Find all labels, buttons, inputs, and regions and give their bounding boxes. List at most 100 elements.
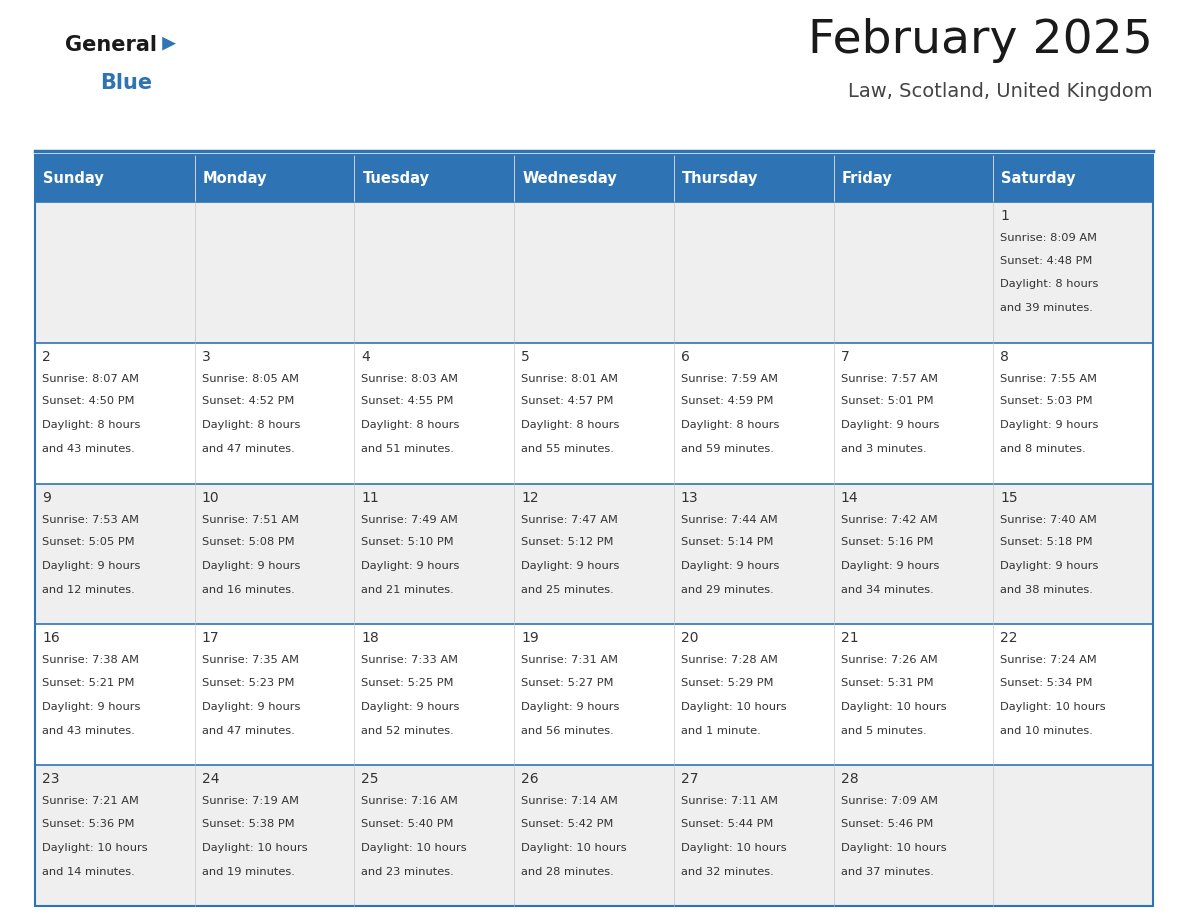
Text: Daylight: 8 hours: Daylight: 8 hours: [42, 420, 140, 431]
Text: Daylight: 9 hours: Daylight: 9 hours: [841, 420, 939, 431]
Text: 10: 10: [202, 490, 220, 505]
Bar: [834, 766, 993, 906]
Text: Sunrise: 8:01 AM: Sunrise: 8:01 AM: [522, 374, 618, 384]
Text: General: General: [65, 35, 157, 55]
Bar: [834, 202, 993, 342]
Text: 20: 20: [681, 632, 699, 645]
Bar: [674, 624, 834, 766]
Text: and 39 minutes.: and 39 minutes.: [1000, 303, 1093, 313]
Text: Daylight: 9 hours: Daylight: 9 hours: [361, 561, 460, 571]
Text: Sunrise: 7:24 AM: Sunrise: 7:24 AM: [1000, 655, 1097, 666]
Bar: [354, 624, 514, 766]
Text: and 21 minutes.: and 21 minutes.: [361, 585, 454, 595]
Text: Sunrise: 7:40 AM: Sunrise: 7:40 AM: [1000, 515, 1098, 524]
Text: Sunset: 5:08 PM: Sunset: 5:08 PM: [202, 537, 295, 547]
Text: Daylight: 9 hours: Daylight: 9 hours: [202, 561, 301, 571]
Text: 6: 6: [681, 350, 690, 364]
Bar: [514, 202, 674, 342]
Text: Daylight: 8 hours: Daylight: 8 hours: [361, 420, 460, 431]
Text: 24: 24: [202, 772, 220, 786]
Text: Sunset: 4:50 PM: Sunset: 4:50 PM: [42, 397, 134, 407]
Text: Sunset: 5:31 PM: Sunset: 5:31 PM: [841, 677, 934, 688]
Text: and 1 minute.: and 1 minute.: [681, 726, 760, 735]
Text: Law, Scotland, United Kingdom: Law, Scotland, United Kingdom: [848, 82, 1154, 101]
Text: and 43 minutes.: and 43 minutes.: [42, 444, 134, 454]
Text: Sunrise: 7:57 AM: Sunrise: 7:57 AM: [841, 374, 937, 384]
Text: Sunset: 5:03 PM: Sunset: 5:03 PM: [1000, 397, 1093, 407]
Bar: [993, 484, 1154, 624]
Text: and 25 minutes.: and 25 minutes.: [522, 585, 614, 595]
Text: and 37 minutes.: and 37 minutes.: [841, 867, 934, 877]
Text: Saturday: Saturday: [1001, 171, 1076, 186]
Text: and 19 minutes.: and 19 minutes.: [202, 867, 295, 877]
Text: 23: 23: [42, 772, 59, 786]
Bar: [34, 766, 195, 906]
Text: 4: 4: [361, 350, 371, 364]
Text: Sunset: 4:48 PM: Sunset: 4:48 PM: [1000, 255, 1093, 265]
Text: Sunset: 5:10 PM: Sunset: 5:10 PM: [361, 537, 454, 547]
Bar: [195, 484, 354, 624]
Text: Sunset: 5:25 PM: Sunset: 5:25 PM: [361, 677, 454, 688]
Bar: [34, 484, 195, 624]
Text: Daylight: 8 hours: Daylight: 8 hours: [1000, 279, 1099, 289]
Text: Blue: Blue: [100, 73, 152, 93]
Text: Sunset: 4:57 PM: Sunset: 4:57 PM: [522, 397, 614, 407]
Bar: [834, 484, 993, 624]
Text: Sunrise: 7:33 AM: Sunrise: 7:33 AM: [361, 655, 459, 666]
Text: Sunset: 4:52 PM: Sunset: 4:52 PM: [202, 397, 295, 407]
Text: Sunset: 5:36 PM: Sunset: 5:36 PM: [42, 819, 134, 829]
Text: Sunset: 5:44 PM: Sunset: 5:44 PM: [681, 819, 773, 829]
Text: and 51 minutes.: and 51 minutes.: [361, 444, 454, 454]
Bar: [834, 624, 993, 766]
Text: Daylight: 8 hours: Daylight: 8 hours: [202, 420, 301, 431]
Text: 11: 11: [361, 490, 379, 505]
Bar: [34, 202, 195, 342]
Text: Daylight: 8 hours: Daylight: 8 hours: [681, 420, 779, 431]
Bar: [195, 342, 354, 484]
Text: Sunrise: 7:55 AM: Sunrise: 7:55 AM: [1000, 374, 1098, 384]
Bar: [34, 624, 195, 766]
Text: Sunset: 5:21 PM: Sunset: 5:21 PM: [42, 677, 134, 688]
Text: 5: 5: [522, 350, 530, 364]
Bar: [993, 624, 1154, 766]
Text: 16: 16: [42, 632, 59, 645]
Text: and 59 minutes.: and 59 minutes.: [681, 444, 773, 454]
Bar: [674, 202, 834, 342]
Bar: [514, 155, 674, 202]
Text: Sunset: 5:29 PM: Sunset: 5:29 PM: [681, 677, 773, 688]
Text: Sunset: 5:40 PM: Sunset: 5:40 PM: [361, 819, 454, 829]
Bar: [34, 342, 195, 484]
Text: Sunrise: 7:19 AM: Sunrise: 7:19 AM: [202, 796, 298, 806]
Bar: [674, 766, 834, 906]
Text: and 14 minutes.: and 14 minutes.: [42, 867, 134, 877]
Text: Sunset: 5:23 PM: Sunset: 5:23 PM: [202, 677, 295, 688]
Text: Sunset: 5:05 PM: Sunset: 5:05 PM: [42, 537, 134, 547]
Text: 26: 26: [522, 772, 539, 786]
Bar: [674, 484, 834, 624]
Text: Sunset: 5:27 PM: Sunset: 5:27 PM: [522, 677, 614, 688]
Text: ◀: ◀: [162, 33, 176, 51]
Text: Sunrise: 7:47 AM: Sunrise: 7:47 AM: [522, 515, 618, 524]
Text: Sunrise: 7:51 AM: Sunrise: 7:51 AM: [202, 515, 298, 524]
Text: Sunset: 5:01 PM: Sunset: 5:01 PM: [841, 397, 934, 407]
Text: Daylight: 10 hours: Daylight: 10 hours: [42, 843, 147, 853]
Text: Tuesday: Tuesday: [362, 171, 429, 186]
Text: Daylight: 9 hours: Daylight: 9 hours: [42, 561, 140, 571]
Text: February 2025: February 2025: [808, 18, 1154, 63]
Text: Daylight: 10 hours: Daylight: 10 hours: [841, 843, 946, 853]
Text: Daylight: 10 hours: Daylight: 10 hours: [361, 843, 467, 853]
Text: and 16 minutes.: and 16 minutes.: [202, 585, 295, 595]
Text: Thursday: Thursday: [682, 171, 758, 186]
Bar: [354, 155, 514, 202]
Text: Sunrise: 7:14 AM: Sunrise: 7:14 AM: [522, 796, 618, 806]
Text: Daylight: 10 hours: Daylight: 10 hours: [522, 843, 627, 853]
Bar: [514, 624, 674, 766]
Text: Sunset: 4:59 PM: Sunset: 4:59 PM: [681, 397, 773, 407]
Text: Wednesday: Wednesday: [523, 171, 617, 186]
Text: Sunrise: 7:38 AM: Sunrise: 7:38 AM: [42, 655, 139, 666]
Text: 27: 27: [681, 772, 699, 786]
Bar: [514, 342, 674, 484]
Text: and 52 minutes.: and 52 minutes.: [361, 726, 454, 735]
Text: Sunrise: 7:42 AM: Sunrise: 7:42 AM: [841, 515, 937, 524]
Bar: [834, 155, 993, 202]
